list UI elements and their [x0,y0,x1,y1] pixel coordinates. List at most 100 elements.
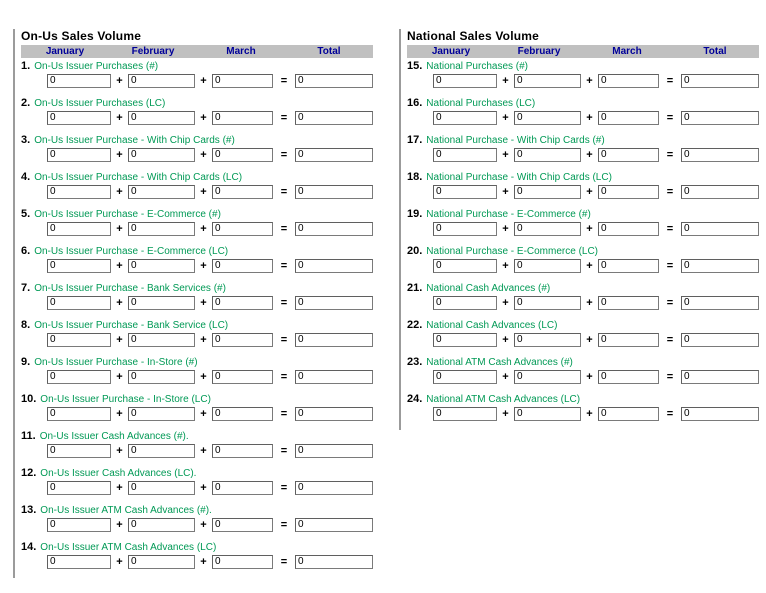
january-input[interactable] [47,332,111,347]
february-input[interactable] [514,184,581,199]
total-input[interactable] [295,443,373,458]
january-input[interactable] [47,554,111,569]
total-input[interactable] [681,110,759,125]
february-input[interactable] [128,184,195,199]
total-input[interactable] [295,184,373,199]
march-input[interactable] [212,406,273,421]
total-input[interactable] [295,221,373,236]
march-input[interactable] [598,332,659,347]
february-input[interactable] [514,332,581,347]
february-input[interactable] [128,147,195,162]
total-input[interactable] [295,73,373,88]
january-input[interactable] [47,406,111,421]
february-input[interactable] [514,221,581,236]
january-input[interactable] [433,110,497,125]
february-input[interactable] [514,406,581,421]
march-input[interactable] [212,110,273,125]
march-input[interactable] [598,258,659,273]
february-input[interactable] [128,73,195,88]
february-input[interactable] [514,258,581,273]
february-input[interactable] [128,221,195,236]
march-input[interactable] [212,369,273,384]
march-input[interactable] [212,295,273,310]
march-input[interactable] [212,554,273,569]
march-input[interactable] [212,517,273,532]
january-input[interactable] [433,369,497,384]
total-input[interactable] [681,369,759,384]
total-input[interactable] [295,369,373,384]
total-input[interactable] [681,258,759,273]
march-input[interactable] [212,73,273,88]
january-input[interactable] [47,258,111,273]
march-input[interactable] [212,258,273,273]
february-input[interactable] [128,480,195,495]
march-input[interactable] [598,184,659,199]
total-input[interactable] [295,332,373,347]
february-input[interactable] [514,110,581,125]
january-input[interactable] [47,184,111,199]
february-input[interactable] [128,443,195,458]
march-input[interactable] [212,332,273,347]
total-input[interactable] [295,406,373,421]
january-input[interactable] [47,221,111,236]
row-inputs: + + = [47,480,373,495]
january-input[interactable] [47,110,111,125]
february-input[interactable] [128,554,195,569]
march-input[interactable] [212,147,273,162]
march-input[interactable] [598,110,659,125]
march-input[interactable] [598,221,659,236]
february-input[interactable] [128,110,195,125]
total-input[interactable] [681,147,759,162]
total-input[interactable] [295,147,373,162]
january-input[interactable] [433,406,497,421]
march-input[interactable] [598,147,659,162]
total-input[interactable] [295,517,373,532]
total-input[interactable] [681,73,759,88]
row-inputs: + + = [433,73,759,88]
january-input[interactable] [433,147,497,162]
march-input[interactable] [598,369,659,384]
march-input[interactable] [598,73,659,88]
total-input[interactable] [681,221,759,236]
february-input[interactable] [128,295,195,310]
row-label-line: 10. On-Us Issuer Purchase - In-Store (LC) [21,393,373,406]
total-input[interactable] [295,110,373,125]
total-input[interactable] [295,480,373,495]
january-input[interactable] [47,73,111,88]
february-input[interactable] [514,73,581,88]
january-input[interactable] [433,258,497,273]
january-input[interactable] [47,147,111,162]
row-label-line: 18. National Purchase - With Chip Cards (… [407,171,759,184]
march-input[interactable] [212,480,273,495]
january-input[interactable] [433,184,497,199]
march-input[interactable] [598,295,659,310]
march-input[interactable] [212,221,273,236]
total-input[interactable] [681,406,759,421]
february-input[interactable] [514,369,581,384]
february-input[interactable] [128,406,195,421]
january-input[interactable] [433,332,497,347]
february-input[interactable] [128,332,195,347]
total-input[interactable] [295,554,373,569]
march-input[interactable] [212,443,273,458]
january-input[interactable] [433,221,497,236]
february-input[interactable] [128,517,195,532]
total-input[interactable] [681,332,759,347]
february-input[interactable] [128,369,195,384]
march-input[interactable] [598,406,659,421]
total-input[interactable] [681,295,759,310]
march-input[interactable] [212,184,273,199]
january-input[interactable] [47,480,111,495]
february-input[interactable] [128,258,195,273]
total-input[interactable] [295,258,373,273]
total-input[interactable] [681,184,759,199]
total-input[interactable] [295,295,373,310]
february-input[interactable] [514,295,581,310]
january-input[interactable] [47,443,111,458]
january-input[interactable] [47,295,111,310]
january-input[interactable] [47,369,111,384]
january-input[interactable] [433,295,497,310]
january-input[interactable] [47,517,111,532]
january-input[interactable] [433,73,497,88]
february-input[interactable] [514,147,581,162]
